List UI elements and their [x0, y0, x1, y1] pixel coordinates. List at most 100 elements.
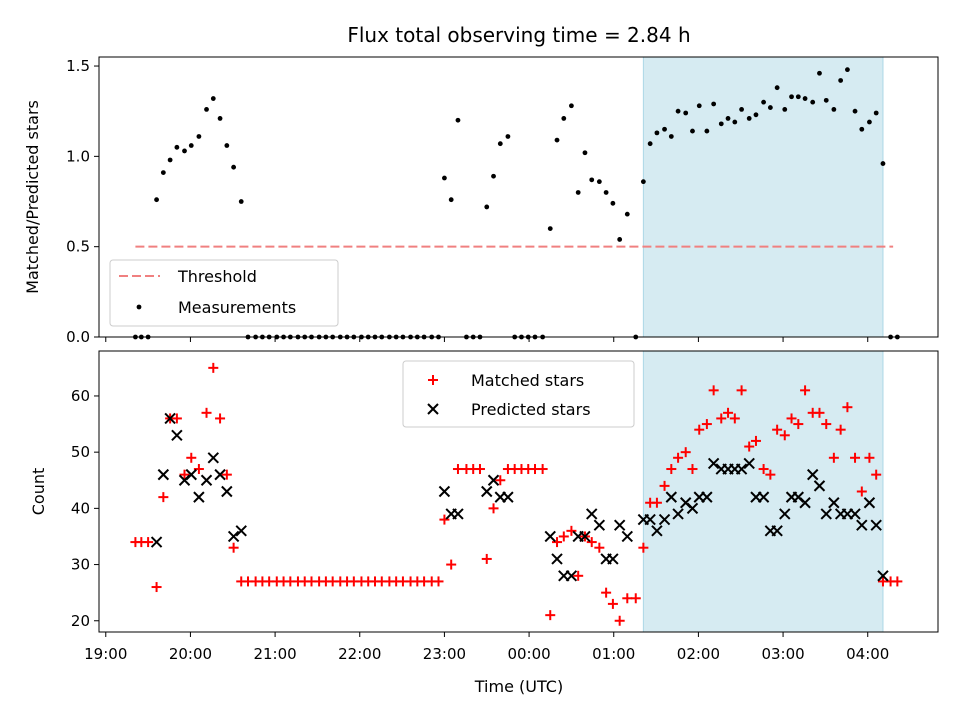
point [892, 576, 903, 587]
point [151, 582, 162, 593]
point [696, 103, 702, 109]
point [207, 452, 220, 464]
point [601, 587, 612, 598]
point [828, 452, 839, 463]
plot-frame-bottom [98, 350, 939, 633]
point [640, 179, 646, 185]
point [614, 615, 625, 626]
point [828, 497, 840, 509]
x-tick-label: 21:00 [253, 645, 296, 663]
point [800, 385, 811, 396]
point [668, 134, 674, 139]
point [607, 598, 618, 609]
x-tick-label: 02:00 [677, 645, 720, 663]
point [228, 542, 239, 553]
point [150, 536, 163, 548]
point [613, 519, 626, 531]
point [446, 559, 457, 570]
x-tick-label: 00:00 [507, 645, 550, 663]
point [502, 491, 514, 503]
point [871, 469, 882, 480]
point [644, 513, 656, 526]
y-tick-label: 50 [71, 443, 90, 461]
point [491, 173, 496, 179]
point [481, 553, 492, 564]
point [739, 106, 744, 112]
point [849, 508, 861, 520]
point [452, 508, 464, 520]
point [204, 106, 209, 112]
point [594, 542, 605, 553]
point [433, 576, 444, 587]
point [586, 537, 597, 548]
point [621, 530, 633, 543]
point [877, 570, 889, 582]
point [455, 117, 461, 123]
y-tick-label: 20 [71, 612, 90, 630]
point [880, 161, 886, 166]
point [743, 457, 755, 470]
point [856, 486, 867, 497]
point [852, 108, 858, 114]
point [575, 190, 581, 195]
series-x-bottom [150, 412, 889, 582]
point [586, 508, 598, 520]
point [193, 464, 204, 475]
point [662, 126, 667, 132]
point [867, 119, 872, 125]
point [799, 497, 811, 509]
point [789, 94, 794, 100]
point [200, 474, 213, 486]
point [864, 452, 875, 463]
point [813, 480, 826, 492]
legend-predicted-swatch [427, 403, 439, 415]
point [716, 413, 727, 424]
point [235, 525, 247, 537]
point [452, 464, 463, 475]
point [870, 519, 882, 531]
point [659, 480, 670, 491]
point [672, 508, 684, 520]
point [495, 475, 506, 486]
point [673, 452, 684, 463]
point [185, 468, 197, 481]
point [690, 128, 695, 134]
legend-matched-label: Matched stars [471, 371, 584, 390]
y-tick-label: 1.5 [66, 57, 90, 75]
point [782, 106, 788, 112]
legend-top: Threshold Measurements [109, 259, 339, 327]
point [772, 424, 783, 435]
point [845, 67, 850, 73]
point [665, 491, 678, 503]
point [725, 116, 731, 121]
point [786, 413, 797, 424]
point [488, 503, 499, 514]
point [474, 464, 485, 475]
point [746, 116, 752, 121]
point [186, 452, 197, 463]
point [859, 126, 865, 132]
legend-threshold-label: Threshold [177, 267, 257, 286]
point [224, 143, 230, 148]
panel-bottom: 20 30 40 50 60 19:00 20:00 21:00 22:00 23:00 00:00… [29, 350, 939, 663]
legend-measurements-label: Measurements [178, 298, 296, 317]
point [484, 204, 490, 210]
point [744, 441, 755, 452]
point [208, 362, 219, 373]
point [221, 469, 232, 480]
x-tick-label: 23:00 [423, 645, 466, 663]
chart-title: Flux total observing time = 2.84 h [347, 23, 690, 47]
point [217, 116, 223, 121]
point [795, 94, 801, 100]
y-tick-label: 0.0 [66, 328, 90, 346]
plot-frame-top [98, 56, 939, 338]
point [210, 96, 216, 101]
point [774, 85, 780, 91]
point [558, 531, 569, 542]
x-tick-label: 01:00 [592, 645, 635, 663]
point [551, 553, 563, 565]
point [683, 110, 689, 116]
point [758, 464, 769, 475]
x-tick-label: 19:00 [84, 645, 127, 663]
point [603, 190, 609, 195]
